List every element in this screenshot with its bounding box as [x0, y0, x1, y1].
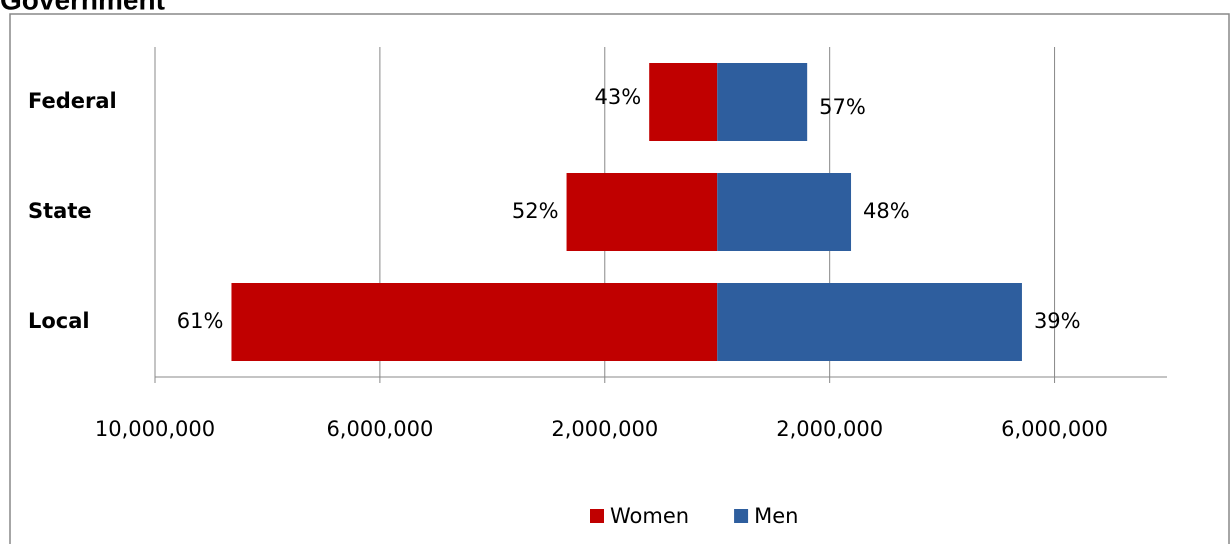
x-tick-label: 6,000,000	[1001, 417, 1108, 441]
data-label: 48%	[863, 199, 910, 223]
legend-label: Women	[610, 504, 689, 528]
data-label: 61%	[177, 309, 224, 333]
legend-swatch	[734, 509, 749, 523]
bar	[717, 63, 808, 141]
x-tick-label: 6,000,000	[326, 417, 433, 441]
bar	[566, 173, 718, 251]
y-tick-label: Local	[28, 309, 90, 333]
x-tick-label: 2,000,000	[551, 417, 658, 441]
legend-swatch	[590, 509, 604, 523]
bar	[649, 63, 718, 141]
chart-frame	[9, 13, 1230, 544]
legend-label: Men	[754, 504, 798, 528]
chart-title: Government	[0, 0, 165, 15]
data-label: 52%	[512, 199, 559, 223]
y-tick-label: State	[28, 199, 92, 223]
y-tick-label: Federal	[28, 89, 117, 113]
bar	[717, 283, 1022, 361]
data-label: 39%	[1034, 309, 1081, 333]
x-tick-label: 2,000,000	[776, 417, 883, 441]
data-label: 43%	[595, 85, 642, 109]
bar	[717, 173, 852, 251]
x-tick-label: 10,000,000	[95, 417, 215, 441]
bar	[231, 283, 718, 361]
data-label: 57%	[819, 95, 866, 119]
